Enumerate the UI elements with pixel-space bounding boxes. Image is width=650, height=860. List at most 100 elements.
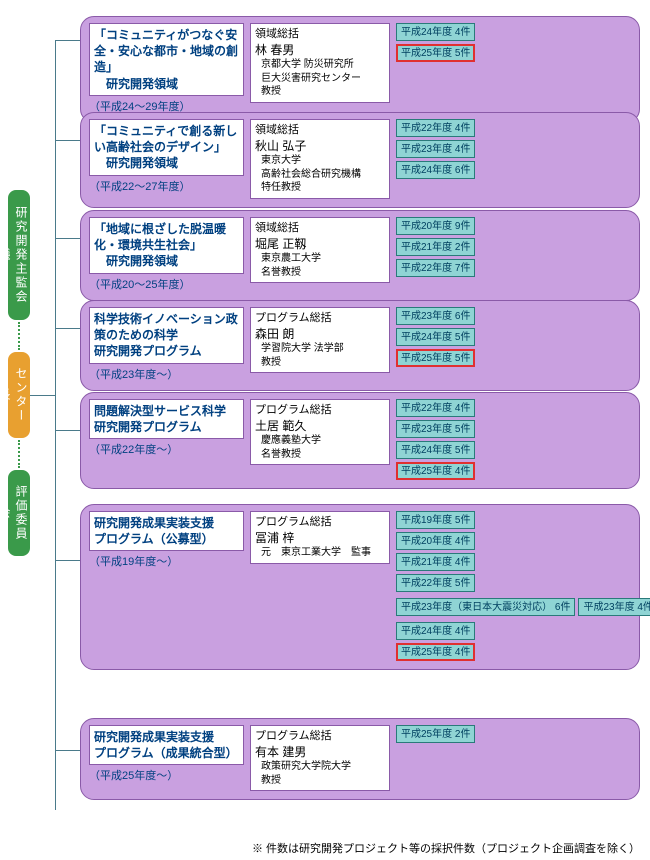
- year-tags-col: 平成24年度 4件平成25年度 5件: [396, 23, 631, 114]
- leader-name: 秋山 弘子: [255, 138, 385, 154]
- leader-box: プログラム総括冨浦 梓元 東京工業大学 監事: [250, 511, 390, 564]
- program-title: 研究開発成果実装支援プログラム（公募型）: [94, 515, 239, 547]
- program-card-2: 「地域に根ざした脱温暖化・環境共生社会」 研究開発領域（平成20～25年度）領域…: [80, 210, 640, 301]
- program-title-col: 「コミュニティがつなぐ安全・安心な都市・地域の創造」 研究開発領域（平成24～2…: [89, 23, 244, 114]
- year-tag: 平成25年度 4件: [396, 643, 475, 661]
- program-card-4: 問題解決型サービス科学研究開発プログラム（平成22年度～）プログラム総括土居 範…: [80, 392, 640, 489]
- year-tags-col: 平成20年度 9件平成21年度 2件平成22年度 7件: [396, 217, 631, 292]
- year-stack-2: 平成24年度 4件平成25年度 4件: [396, 622, 475, 661]
- leader-role: プログラム総括: [255, 311, 385, 326]
- year-tags-col: 平成25年度 2件: [396, 725, 631, 791]
- leader-affiliation: 元 東京工業大学 監事: [255, 546, 385, 560]
- program-title-col: 「コミュニティで創る新しい高齢社会のデザイン」 研究開発領域（平成22～27年度…: [89, 119, 244, 199]
- leader-name: 堀尾 正靱: [255, 236, 385, 252]
- branch-3: [55, 328, 80, 329]
- leader-affiliation: 京都大学 防災研究所巨大災害研究センター教授: [255, 58, 385, 99]
- year-row-wide: 平成23年度（東日本大震災対応） 6件平成23年度 4件: [396, 598, 650, 616]
- year-tags-col: 平成19年度 5件平成20年度 4件平成21年度 4件平成22年度 5件平成23…: [396, 511, 650, 661]
- year-tag: 平成23年度 4件: [396, 140, 475, 158]
- branch-0: [55, 40, 80, 41]
- year-tag: 平成22年度 4件: [396, 399, 475, 417]
- leader-name: 有本 建男: [255, 744, 385, 760]
- leader-affiliation: 東京農工大学名誉教授: [255, 252, 385, 279]
- footnote: ※ 件数は研究開発プロジェクト等の採択件数（プロジェクト企画調査を除く）: [252, 840, 640, 856]
- leader-role: 領域総括: [255, 123, 385, 138]
- year-tag: 平成21年度 2件: [396, 238, 475, 256]
- org-chart: ※ 件数は研究開発プロジェクト等の採択件数（プロジェクト企画調査を除く） 研究開…: [0, 0, 650, 860]
- leader-role: プログラム総括: [255, 729, 385, 744]
- leader-box: 領域総括秋山 弘子東京大学高齢社会総合研究機構特任教授: [250, 119, 390, 199]
- leader-role: 領域総括: [255, 221, 385, 236]
- program-title-box: 問題解決型サービス科学研究開発プログラム: [89, 399, 244, 439]
- program-title: 「コミュニティがつなぐ安全・安心な都市・地域の創造」 研究開発領域: [94, 27, 239, 92]
- year-tag: 平成24年度 4件: [396, 23, 475, 41]
- program-card-5: 研究開発成果実装支援プログラム（公募型） （平成19年度～） プログラム総括冨浦 梓…: [80, 504, 640, 670]
- year-tag: 平成25年度 5件: [396, 44, 475, 62]
- program-title-col: 科学技術イノベーション政策のための科学研究開発プログラム（平成23年度～）: [89, 307, 244, 382]
- left-badge-0: 研究開発主監会議: [8, 190, 30, 320]
- leader-col: 領域総括林 春男京都大学 防災研究所巨大災害研究センター教授: [250, 23, 390, 114]
- program-card-6: 研究開発成果実装支援プログラム（成果統合型） （平成25年度～） プログラム総括有本…: [80, 718, 640, 800]
- year-tag: 平成24年度 6件: [396, 161, 475, 179]
- program-period: （平成25年度～）: [89, 767, 244, 783]
- program-card-3: 科学技術イノベーション政策のための科学研究開発プログラム（平成23年度～）プログ…: [80, 300, 640, 391]
- leader-name: 土居 範久: [255, 418, 385, 434]
- year-tags-col: 平成22年度 4件平成23年度 5件平成24年度 5件平成25年度 4件: [396, 399, 631, 480]
- year-tag: 平成24年度 5件: [396, 328, 475, 346]
- year-tag: 平成25年度 5件: [396, 349, 475, 367]
- program-title-col: 「地域に根ざした脱温暖化・環境共生社会」 研究開発領域（平成20～25年度）: [89, 217, 244, 292]
- leader-name: 冨浦 梓: [255, 530, 385, 546]
- dot-connector-1: [18, 440, 20, 468]
- leader-affiliation: 東京大学高齢社会総合研究機構特任教授: [255, 154, 385, 195]
- year-tag: 平成24年度 5件: [396, 441, 475, 459]
- leader-col: プログラム総括森田 朗学習院大学 法学部教授: [250, 307, 390, 382]
- program-title: 科学技術イノベーション政策のための科学研究開発プログラム: [94, 311, 239, 360]
- program-title-box: 研究開発成果実装支援プログラム（公募型）: [89, 511, 244, 551]
- program-title-box: 「コミュニティがつなぐ安全・安心な都市・地域の創造」 研究開発領域: [89, 23, 244, 96]
- year-tag: 平成21年度 4件: [396, 553, 475, 571]
- leader-col: 領域総括秋山 弘子東京大学高齢社会総合研究機構特任教授: [250, 119, 390, 199]
- left-badge-2: 評価委員会: [8, 470, 30, 556]
- leader-affiliation: 慶應義塾大学名誉教授: [255, 434, 385, 461]
- leader-name: 林 春男: [255, 42, 385, 58]
- year-tag: 平成25年度 2件: [396, 725, 475, 743]
- branch-2: [55, 238, 80, 239]
- leader-col: プログラム総括土居 範久慶應義塾大学名誉教授: [250, 399, 390, 480]
- year-tag: 平成20年度 4件: [396, 532, 475, 550]
- branch-5: [55, 560, 80, 561]
- program-title: 問題解決型サービス科学研究開発プログラム: [94, 403, 239, 435]
- leader-role: プログラム総括: [255, 403, 385, 418]
- branch-6: [55, 750, 80, 751]
- leader-box: 領域総括堀尾 正靱東京農工大学名誉教授: [250, 217, 390, 283]
- program-title: 「地域に根ざした脱温暖化・環境共生社会」 研究開発領域: [94, 221, 239, 270]
- program-card-1: 「コミュニティで創る新しい高齢社会のデザイン」 研究開発領域（平成22～27年度…: [80, 112, 640, 208]
- left-badge-1: センター長: [8, 352, 30, 438]
- program-title-col: 研究開発成果実装支援プログラム（成果統合型） （平成25年度～）: [89, 725, 244, 791]
- year-tag: 平成23年度（東日本大震災対応） 6件: [396, 598, 575, 616]
- year-tags-col: 平成22年度 4件平成23年度 4件平成24年度 6件: [396, 119, 631, 199]
- program-title: 「コミュニティで創る新しい高齢社会のデザイン」 研究開発領域: [94, 123, 239, 172]
- leader-col: プログラム総括有本 建男政策研究大学院大学教授: [250, 725, 390, 791]
- year-tag: 平成23年度 4件: [578, 598, 650, 616]
- program-period: （平成19年度～）: [89, 553, 244, 569]
- leader-role: 領域総括: [255, 27, 385, 42]
- year-stack: 平成19年度 5件平成20年度 4件平成21年度 4件平成22年度 5件: [396, 511, 475, 592]
- program-title: 研究開発成果実装支援プログラム（成果統合型）: [94, 729, 239, 761]
- year-tag: 平成22年度 4件: [396, 119, 475, 137]
- leader-name: 森田 朗: [255, 326, 385, 342]
- year-tag: 平成25年度 4件: [396, 462, 475, 480]
- program-title-col: 研究開発成果実装支援プログラム（公募型） （平成19年度～）: [89, 511, 244, 661]
- program-title-col: 問題解決型サービス科学研究開発プログラム（平成22年度～）: [89, 399, 244, 480]
- program-card-0: 「コミュニティがつなぐ安全・安心な都市・地域の創造」 研究開発領域（平成24～2…: [80, 16, 640, 123]
- leader-affiliation: 学習院大学 法学部教授: [255, 342, 385, 369]
- leader-box: プログラム総括森田 朗学習院大学 法学部教授: [250, 307, 390, 373]
- year-tag: 平成23年度 6件: [396, 307, 475, 325]
- branch-1: [55, 140, 80, 141]
- leader-box: プログラム総括有本 建男政策研究大学院大学教授: [250, 725, 390, 791]
- program-title-box: 研究開発成果実装支援プログラム（成果統合型）: [89, 725, 244, 765]
- year-tags-col: 平成23年度 6件平成24年度 5件平成25年度 5件: [396, 307, 631, 382]
- leader-affiliation: 政策研究大学院大学教授: [255, 760, 385, 787]
- year-tag: 平成23年度 5件: [396, 420, 475, 438]
- dot-connector-0: [18, 322, 20, 350]
- year-tag: 平成19年度 5件: [396, 511, 475, 529]
